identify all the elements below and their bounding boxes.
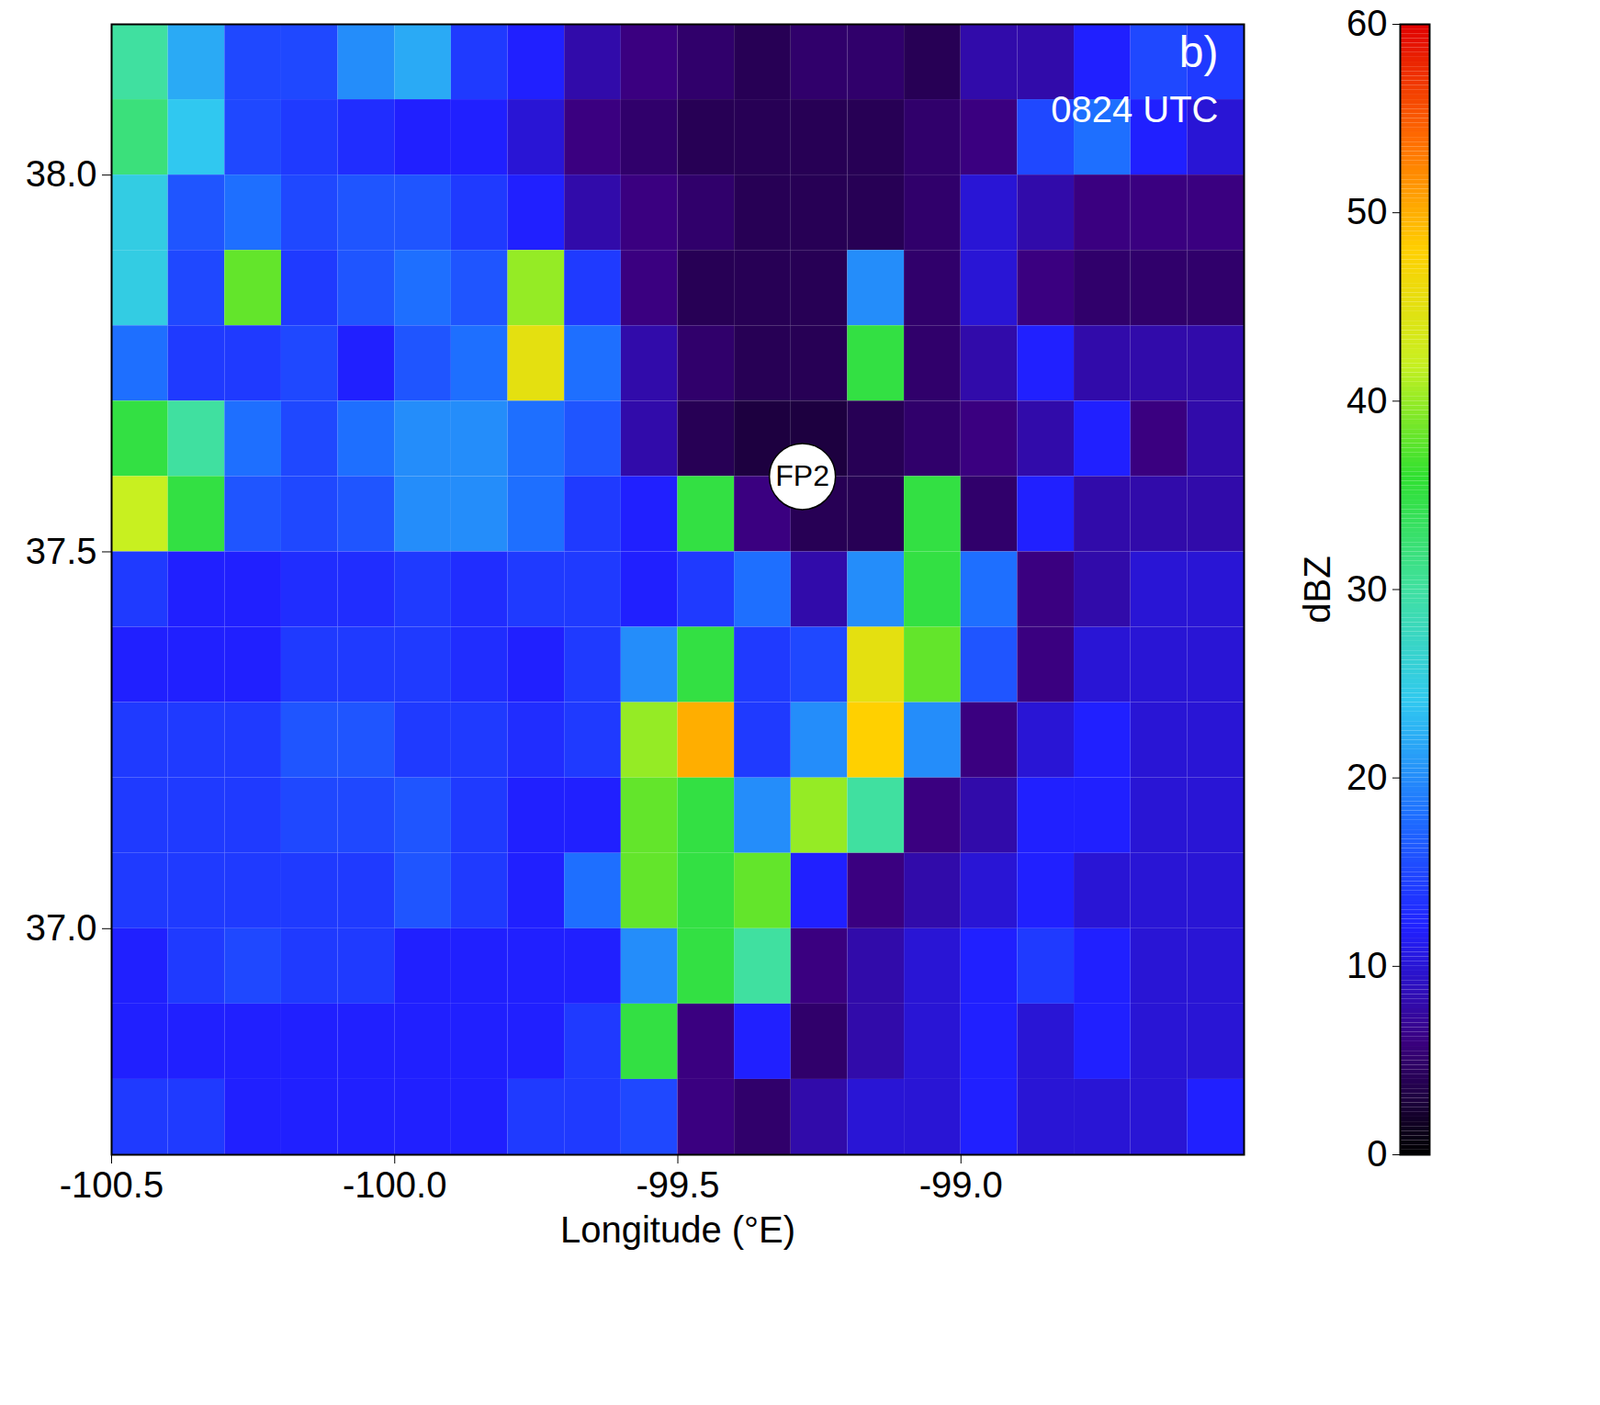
svg-text:40: 40 (1346, 380, 1388, 421)
svg-text:38.0: 38.0 (25, 153, 98, 194)
svg-text:0: 0 (1366, 1133, 1387, 1174)
svg-text:b): b) (1179, 27, 1219, 77)
svg-text:30: 30 (1346, 568, 1388, 609)
svg-text:50: 50 (1346, 191, 1388, 232)
svg-text:-100.0: -100.0 (342, 1164, 447, 1206)
svg-text:37.5: 37.5 (25, 530, 98, 572)
svg-text:dBZ: dBZ (1296, 555, 1338, 623)
svg-text:-100.5: -100.5 (59, 1164, 164, 1206)
svg-text:-99.5: -99.5 (635, 1164, 720, 1206)
svg-text:FP2: FP2 (775, 459, 830, 493)
svg-text:60: 60 (1346, 3, 1388, 44)
svg-text:37.0: 37.0 (25, 907, 98, 948)
svg-text:Longitude (°E): Longitude (°E) (560, 1209, 796, 1251)
svg-text:10: 10 (1346, 945, 1388, 986)
svg-text:0824 UTC: 0824 UTC (1050, 89, 1218, 130)
svg-text:20: 20 (1346, 756, 1388, 798)
svg-text:-99.0: -99.0 (919, 1164, 1003, 1206)
